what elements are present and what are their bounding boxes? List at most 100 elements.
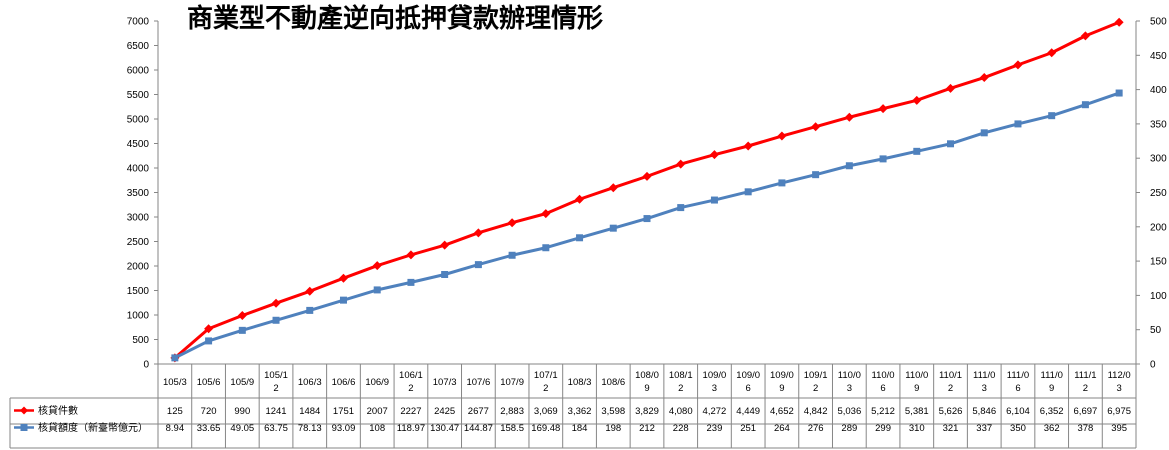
table-cell-value: 6,975 [1107,406,1131,417]
table-cell-value: 3,829 [635,406,659,417]
y-right-tick-label: 300 [1150,154,1167,165]
data-point [575,194,585,204]
table-cell-value: 1751 [333,406,354,417]
table-cell-value: 6,104 [1006,406,1030,417]
x-category-label: 105/6 [197,377,221,388]
data-point [980,129,988,137]
x-category-label: 106/3 [298,377,322,388]
data-point [1047,48,1057,58]
x-category-label: 109/0 3 [703,370,727,394]
table-cell-value: 362 [1044,423,1060,434]
y-right-tick-label: 100 [1150,291,1167,302]
data-point [812,171,820,179]
table-cell-value: 276 [808,423,824,434]
x-category-label: 111/1 2 [1074,370,1096,394]
data-point [744,188,752,196]
data-point [844,112,854,122]
data-point [946,83,956,93]
data-table-values: 125 720 990 1241 1484 1751 2007 2227 2425 2677 2,8… [166,406,1131,434]
y-axis-right: 0 50 100 150 200 250 300 350 400 450 500 [1135,17,1167,371]
data-point [508,251,516,259]
legend-marker [20,424,28,431]
table-cell-value: 321 [943,423,959,434]
data-point [743,141,753,151]
y-left-tick-label: 3500 [127,188,150,199]
data-point [608,183,618,193]
y-right-tick-label: 450 [1150,51,1167,62]
data-point [440,240,450,250]
table-cell-value: 228 [673,423,689,434]
data-point [372,261,382,271]
table-cell-value: 158.5 [500,423,524,434]
x-category-label: 110/0 9 [905,370,928,394]
table-cell-value: 5,036 [837,406,861,417]
table-cell-value: 3,069 [534,406,558,417]
table-cell-value: 299 [875,423,891,434]
table-cell-value: 5,381 [905,406,929,417]
x-category-label: 106/1 2 [399,370,423,394]
data-point [474,261,482,269]
x-category-label: 111/0 9 [1041,370,1063,394]
y-right-tick-label: 400 [1150,85,1167,96]
data-point [676,159,686,169]
table-cell-value: 2227 [400,406,421,417]
data-point [1013,60,1023,70]
table-cell-value: 239 [707,423,723,434]
table-cell-value: 2,883 [500,406,524,417]
x-category-label: 110/1 2 [939,370,962,394]
data-point [878,104,888,114]
chart-title: 商業型不動產逆向抵押貸款辦理情形 [187,3,603,34]
series-line [174,91,1120,360]
x-category-label: 109/0 6 [736,370,760,394]
table-cell-value: 198 [605,423,621,434]
x-category-label: 107/3 [433,377,457,388]
table-cell-value: 289 [841,423,857,434]
y-right-tick-label: 50 [1150,325,1162,336]
data-point [778,179,786,187]
y-left-tick-label: 4500 [127,139,150,150]
data-table-grid [9,363,1137,449]
table-cell-value: 125 [167,406,183,417]
data-point [305,286,315,296]
data-point [1115,89,1123,97]
table-cell-value: 33.65 [197,423,221,434]
data-point [643,215,651,223]
table-cell-value: 5,626 [939,406,963,417]
x-category-label: 110/0 6 [872,370,895,394]
y-left-tick-label: 7000 [127,17,150,28]
data-point [811,122,821,132]
data-point [1014,120,1022,128]
x-category-label: 108/6 [601,377,625,388]
table-cell-value: 1484 [299,406,320,417]
x-category-label: 110/0 3 [838,370,861,394]
data-point [1081,101,1089,109]
table-cell-value: 2007 [367,406,388,417]
table-cell-value: 78.13 [298,423,322,434]
table-cell-value: 130.47 [430,423,459,434]
table-cell-value: 3,598 [601,406,625,417]
table-cell-value: 212 [639,423,655,434]
table-cell-value: 6,697 [1074,406,1098,417]
table-cell-value: 337 [976,423,992,434]
data-point [845,162,853,170]
legend-marker [20,406,28,415]
legend-label: 核貸件數 [38,404,78,417]
data-point [1048,112,1056,120]
y-axis-left: 0 500 1000 1500 2000 2500 3000 3500 4000 4500 5000… [127,17,159,371]
y-left-tick-label: 2500 [127,237,150,248]
data-point [406,250,416,260]
data-point [238,326,246,334]
x-category-label: 109/0 9 [770,370,794,394]
y-right-tick-label: 500 [1150,17,1167,28]
x-category-label: 111/0 3 [973,370,995,394]
table-cell-value: 251 [740,423,756,434]
table-cell-value: 5,212 [871,406,895,417]
y-left-tick-label: 0 [143,360,149,371]
table-cell-value: 4,449 [736,406,760,417]
data-point [171,354,179,362]
data-point [913,147,921,155]
data-point [507,218,517,228]
y-left-tick-label: 2000 [127,262,150,273]
x-category-label: 105/1 2 [264,370,288,394]
